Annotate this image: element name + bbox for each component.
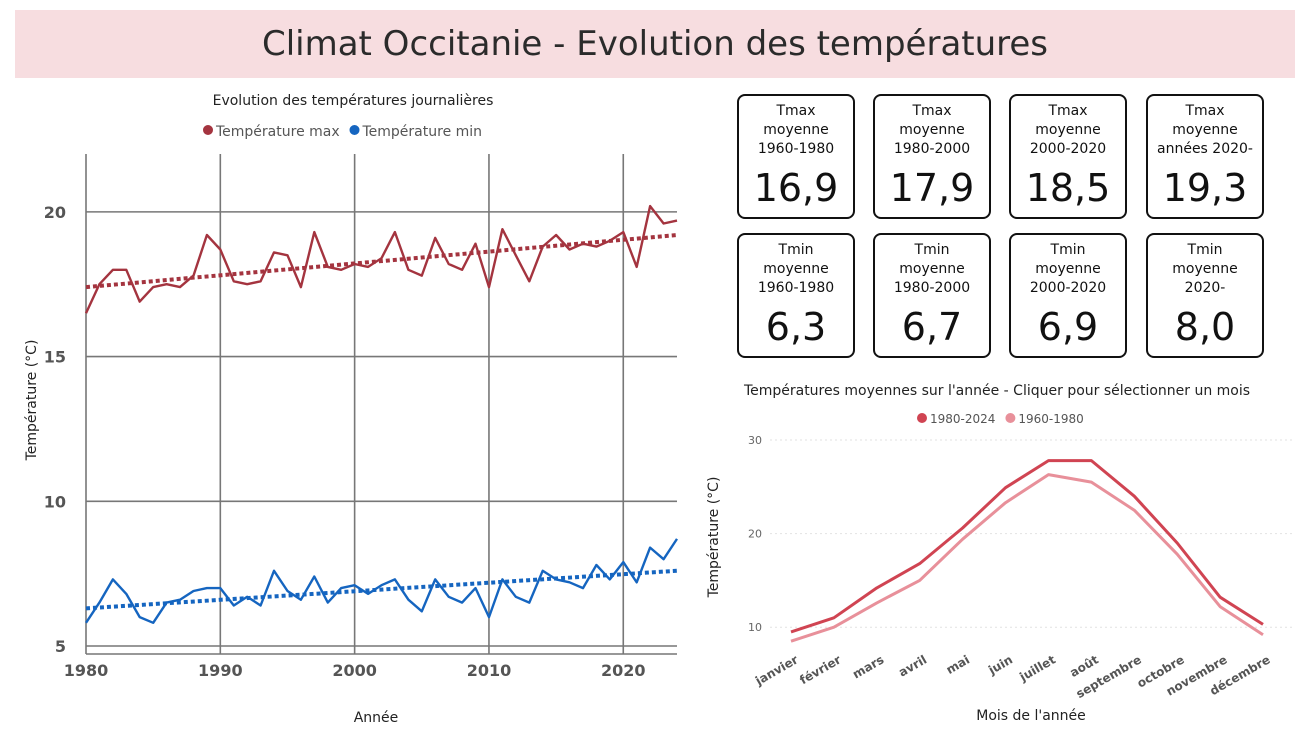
x-tick-label: 1980 <box>64 661 109 680</box>
kpi-card-value: 6,3 <box>765 305 827 349</box>
monthly-temperature-chart[interactable]: Températures moyennes sur l'année - Cliq… <box>700 372 1306 734</box>
x-tick-label: juillet <box>1016 652 1058 684</box>
kpi-card-value: 6,9 <box>1037 305 1099 349</box>
kpi-card-value: 17,9 <box>889 166 975 210</box>
kpi-card-label: Tmax moyenne 1960-1980 <box>757 103 835 157</box>
page-title: Climat Occitanie - Evolution des tempéra… <box>261 24 1049 64</box>
kpi-card-value: 16,9 <box>753 166 839 210</box>
x-tick-label: avril <box>896 652 929 679</box>
legend-marker <box>203 125 213 135</box>
kpi-card-label: Tmin moyenne 1960-1980 <box>757 242 835 296</box>
title-banner: Climat Occitanie - Evolution des tempéra… <box>15 10 1295 78</box>
series-line <box>790 473 1264 643</box>
y-tick-label: 10 <box>44 492 66 511</box>
x-tick-label: 2010 <box>467 661 512 680</box>
kpi-card-label: Tmin moyenne 1980-2000 <box>893 242 971 296</box>
y-tick-label: 5 <box>55 637 66 656</box>
x-axis-title: Mois de l'année <box>976 708 1086 724</box>
kpi-card: Tmin moyenne 2020- 8,0 <box>1146 233 1264 358</box>
trend-line <box>85 568 678 611</box>
legend-label: Température min <box>362 124 483 140</box>
x-tick-label: janvier <box>752 652 800 688</box>
x-tick-label: février <box>797 652 843 687</box>
kpi-card: Tmax moyenne années 2020- 19,3 <box>1146 94 1264 219</box>
kpi-card: Tmax moyenne 2000-2020 18,5 <box>1009 94 1127 219</box>
kpi-card-label: Tmin moyenne 2000-2020 <box>1029 242 1107 296</box>
legend-label: Température max <box>215 124 340 140</box>
kpi-card: Tmax moyenne 1960-1980 16,9 <box>737 94 855 219</box>
legend-label: 1980-2024 <box>930 412 995 426</box>
y-axis-title: Température (°C) <box>24 340 40 462</box>
chart-title: Températures moyennes sur l'année - Cliq… <box>743 383 1250 399</box>
kpi-card-label: Tmax moyenne 1980-2000 <box>893 103 971 157</box>
chart-title: Evolution des températures journalières <box>213 93 494 109</box>
kpi-card-value: 19,3 <box>1162 166 1248 210</box>
y-tick-label: 20 <box>748 528 762 541</box>
series-line <box>790 459 1264 634</box>
daily-temperature-chart[interactable]: Evolution des températures journalières T… <box>0 82 700 732</box>
legend-label: 1960-1980 <box>1018 412 1083 426</box>
kpi-card-label: Tmax moyenne années 2020- <box>1157 103 1253 157</box>
x-tick-label: 2000 <box>332 661 377 680</box>
x-tick-label: juin <box>985 652 1015 677</box>
kpi-card-label: Tmax moyenne 2000-2020 <box>1029 103 1107 157</box>
series-line <box>85 538 679 624</box>
legend-marker <box>1005 413 1016 423</box>
y-tick-label: 30 <box>748 434 762 447</box>
y-axis-title: Température (°C) <box>706 477 722 599</box>
y-tick-label: 10 <box>748 621 762 634</box>
kpi-card: Tmin moyenne 1980-2000 6,7 <box>873 233 991 358</box>
x-tick-label: mars <box>850 652 886 681</box>
kpi-card: Tmin moyenne 1960-1980 6,3 <box>737 233 855 358</box>
legend-marker <box>917 413 927 423</box>
kpi-card-value: 8,0 <box>1174 305 1236 349</box>
kpi-card-value: 18,5 <box>1025 166 1111 210</box>
trend-line <box>85 233 678 290</box>
kpi-card-value: 6,7 <box>901 305 963 349</box>
kpi-card: Tmax moyenne 1980-2000 17,9 <box>873 94 991 219</box>
x-tick-label: 1990 <box>198 661 243 680</box>
y-tick-label: 15 <box>44 348 66 367</box>
x-axis-title: Année <box>354 710 399 726</box>
legend-marker <box>349 125 360 135</box>
x-tick-label: 2020 <box>601 661 646 680</box>
y-tick-label: 20 <box>44 203 66 222</box>
x-tick-label: mai <box>944 652 972 676</box>
kpi-card: Tmin moyenne 2000-2020 6,9 <box>1009 233 1127 358</box>
series-line <box>84 204 678 314</box>
kpi-card-label: Tmin moyenne 2020- <box>1172 242 1238 296</box>
